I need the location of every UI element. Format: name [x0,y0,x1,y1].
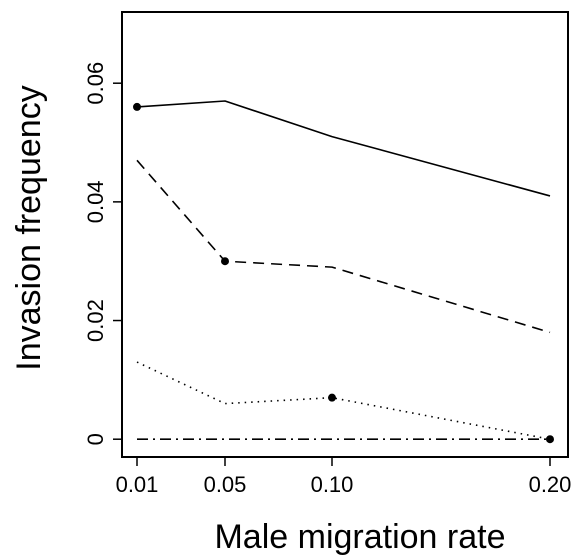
data-point-marker [221,257,229,266]
x-tick-label: 0.10 [311,472,354,497]
data-point-marker [133,102,141,111]
y-axis: 0 0.02 0.04 0.06 [83,62,122,445]
series-group [133,100,554,444]
y-tick-label: 0 [83,433,108,445]
series-line-dashed [136,159,551,334]
y-tick-label: 0.04 [83,180,108,223]
x-tick-label: 0.01 [116,472,159,497]
series-line-dotted [136,361,551,440]
x-tick-label: 0.20 [529,472,572,497]
plot-frame [121,11,569,458]
y-axis-title: Invasion frequency [10,85,48,370]
series-line-solid [136,100,551,197]
x-tick-label: 0.05 [204,472,247,497]
data-point-marker [546,435,554,444]
y-tick-label: 0.06 [83,62,108,105]
y-tick-label: 0.02 [83,299,108,342]
data-point-marker [328,393,336,402]
x-axis: 0.01 0.05 0.10 0.20 [116,457,572,497]
x-axis-title: Male migration rate [214,518,505,556]
